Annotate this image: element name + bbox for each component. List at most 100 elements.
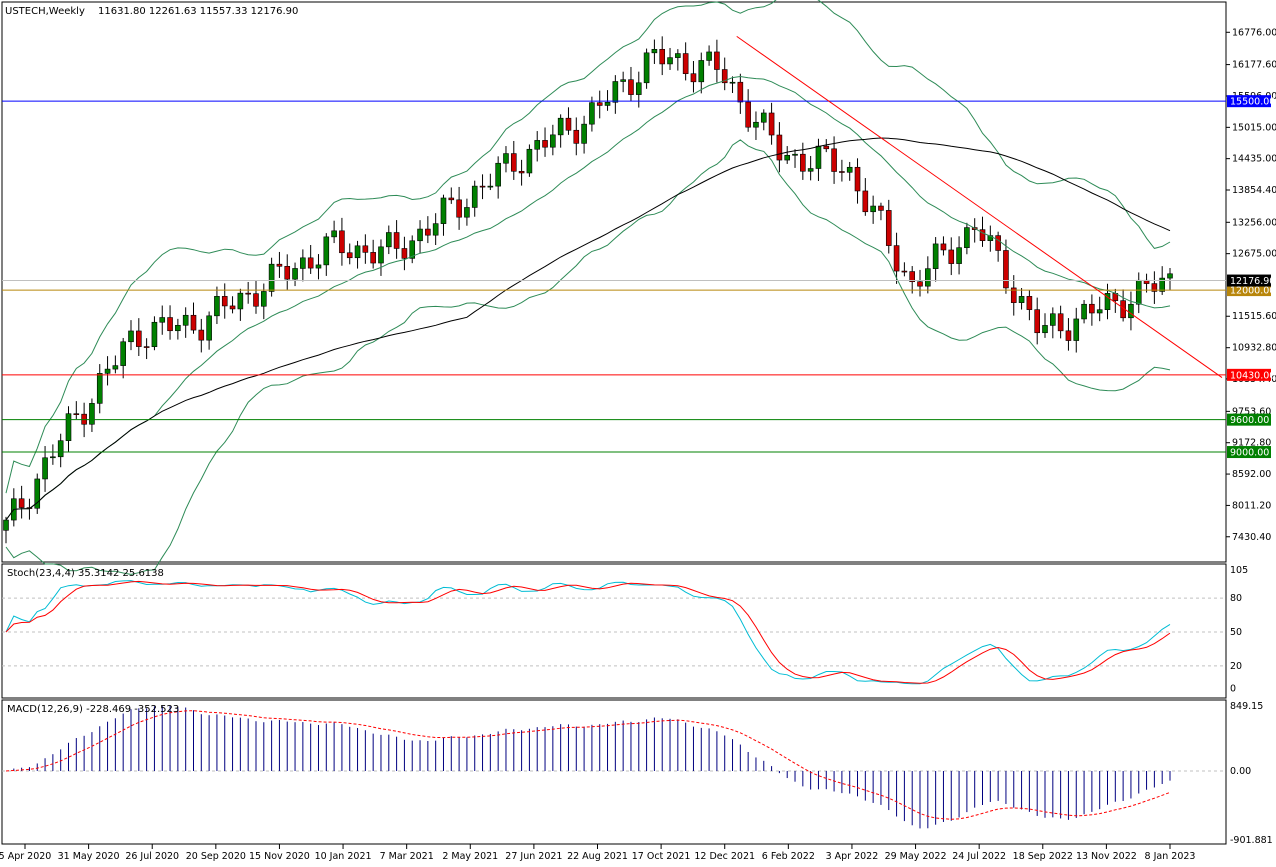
candle-bull [956, 247, 962, 264]
price-tick-label: 15015.00 [1232, 122, 1276, 133]
candle-bear [1034, 309, 1040, 334]
candle-bull [620, 79, 626, 82]
candle-bear [854, 166, 861, 192]
candle-bear [979, 229, 986, 241]
candle-bear [229, 305, 236, 310]
candle-bull [175, 324, 181, 332]
candle-bull [698, 60, 705, 83]
candle-bull [50, 456, 56, 459]
candle-bear [136, 330, 142, 347]
candle-bear [862, 190, 869, 213]
candle-bear [221, 296, 228, 307]
price-tick-label: 16776.00 [1232, 27, 1276, 38]
candle-bear [276, 263, 283, 267]
price-tick-label: 10932.80 [1232, 343, 1276, 354]
candle-bull [526, 148, 533, 174]
candle-bull [1167, 273, 1173, 279]
candle-bear [917, 281, 923, 287]
candle-bear [1065, 330, 1072, 341]
candle-bear [831, 148, 837, 172]
level-tag [1227, 284, 1271, 297]
stoch-tick-label: 50 [1230, 627, 1242, 638]
candle-bear [143, 346, 150, 348]
candle-bull [1081, 303, 1087, 320]
macd-tick-label: -901.881 [1230, 835, 1273, 846]
candle-bear [1010, 287, 1017, 303]
candle-bear [659, 48, 666, 65]
level-tag [1227, 413, 1271, 426]
candle-bull [120, 341, 126, 366]
date-tick-label: 27 Jun 2021 [505, 851, 562, 862]
candle-bear [307, 257, 314, 269]
candle-bear [346, 252, 353, 259]
date-tick-label: 10 Jan 2021 [315, 851, 372, 862]
candle-bull [807, 168, 814, 172]
candle-bull [729, 81, 736, 84]
candle-bear [565, 117, 572, 131]
candle-bear [190, 314, 197, 331]
candle-bear [542, 140, 548, 148]
candle-bear [737, 81, 744, 103]
stoch-k-line [5, 580, 1171, 685]
candle-bull [635, 82, 642, 95]
candle-bear [940, 243, 947, 251]
candle-bull [354, 245, 361, 259]
candle-bull [792, 153, 798, 156]
stoch-d-line [5, 580, 1171, 684]
candle-bull [604, 101, 611, 106]
date-tick-label: 29 May 2022 [885, 851, 947, 862]
stoch-layer [2, 580, 1226, 685]
candle-bear [690, 73, 697, 83]
candle-bull [385, 232, 392, 248]
candle-bear [628, 79, 634, 95]
price-tick-label: 12675.00 [1232, 249, 1276, 260]
level-tag-label: 10430.00 [1230, 370, 1275, 381]
candle-bear [370, 252, 376, 264]
price-layer [2, 0, 1226, 575]
candle-bull [706, 51, 712, 61]
date-tick-label: 12 Dec 2021 [694, 851, 755, 862]
candle-bull [932, 243, 939, 269]
candle-bull [214, 296, 220, 317]
date-tick-label: 20 Sep 2020 [186, 851, 246, 862]
candle-bull [104, 368, 111, 374]
date-tick-label: 22 Aug 2021 [567, 851, 628, 862]
axis-layer: 16776.0016177.6015596.0015015.0014435.00… [0, 27, 1276, 862]
candle-bull [182, 314, 189, 326]
candle-bull [964, 227, 970, 248]
date-tick-label: 8 Jan 2023 [1145, 851, 1196, 862]
moving-average [5, 137, 1171, 521]
price-tick-label: 9753.60 [1232, 406, 1271, 417]
candle-bear [1003, 250, 1009, 289]
candle-bull [589, 102, 595, 125]
candle-bull [57, 440, 64, 458]
candle-bull [464, 207, 470, 218]
date-tick-label: 26 Jul 2020 [125, 851, 179, 862]
date-tick-label: 6 Feb 2022 [762, 851, 815, 862]
date-tick-label: 17 Oct 2021 [632, 851, 691, 862]
candle-bull [846, 166, 853, 173]
bollinger-mid [5, 75, 1171, 521]
candle-bear [885, 210, 892, 246]
candle-bull [1073, 318, 1080, 341]
candle-bull [65, 413, 72, 441]
candle-bear [393, 232, 400, 249]
candle-bull [557, 117, 564, 136]
candle-bull [260, 291, 267, 307]
price-tick-label: 16177.60 [1232, 60, 1276, 71]
candle-bull [315, 264, 322, 269]
candle-bull [1050, 313, 1056, 326]
candle-bull [323, 236, 330, 266]
candle-bear [73, 413, 80, 415]
candle-bull [300, 257, 306, 269]
candle-bull [42, 457, 48, 480]
date-tick-label: 5 Apr 2020 [0, 851, 51, 862]
candle-bear [776, 134, 783, 161]
candle-bear [510, 153, 517, 172]
candle-bull [1135, 279, 1142, 305]
date-tick-label: 18 Sep 2022 [1013, 851, 1073, 862]
bollinger-upper [5, 0, 1171, 494]
date-tick-label: 3 Apr 2022 [826, 851, 879, 862]
candle-bull [870, 205, 876, 213]
